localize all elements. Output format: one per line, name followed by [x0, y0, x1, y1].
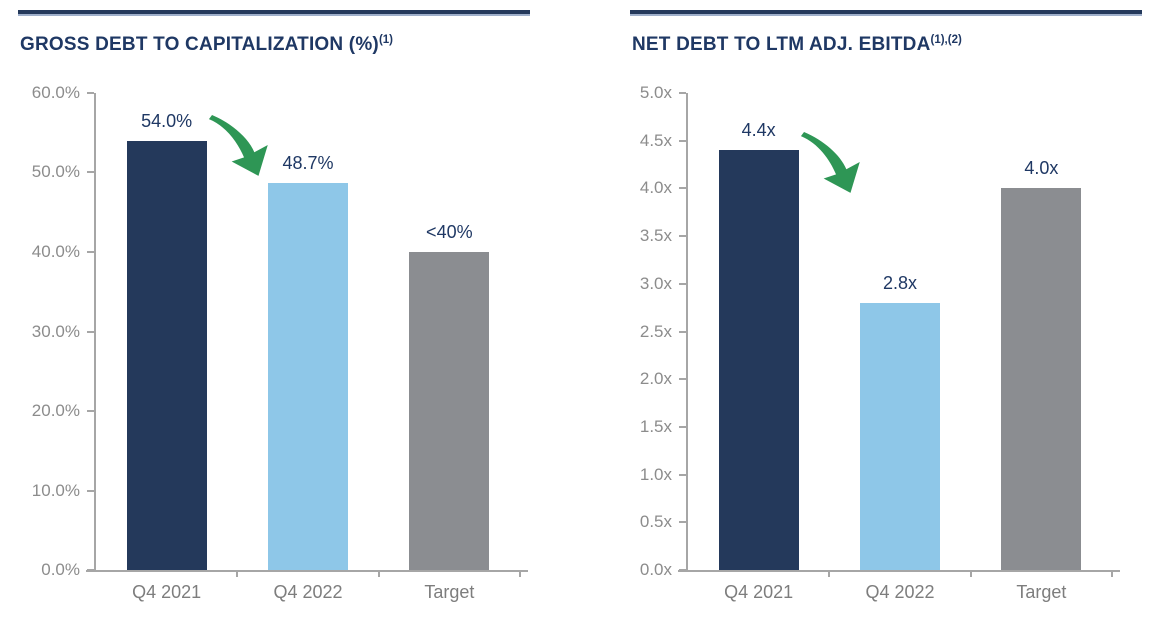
- y-axis-line: [686, 93, 688, 570]
- plot-area: 60.0% 50.0% 40.0% 30.0% 20.0% 10.0% 0.0% 54.0% Q…: [32, 83, 528, 602]
- y-tick-mark: [679, 282, 686, 285]
- x-tick-mark: [969, 570, 972, 577]
- category-label: Target: [424, 582, 475, 602]
- y-tick-label: 10.0%: [31, 480, 80, 500]
- y-tick-label: 0.0%: [41, 560, 80, 579]
- y-tick-mark: [679, 569, 686, 571]
- bar-value-label: 54.0%: [141, 110, 193, 131]
- y-tick-label: 0.5x: [639, 512, 672, 532]
- y-tick-label: 5.0x: [639, 83, 672, 102]
- x-tick-mark: [1111, 570, 1113, 577]
- y-tick-label: 4.5x: [639, 130, 672, 150]
- y-tick-label: 2.5x: [639, 321, 672, 341]
- chart-title: NET DEBT TO LTM ADJ. EBITDA(1),(2): [632, 28, 1142, 57]
- y-tick-mark: [679, 473, 686, 476]
- y-tick-mark: [87, 250, 94, 253]
- bar: [718, 150, 799, 570]
- y-tick-label: 4.0x: [639, 178, 672, 198]
- y-tick-mark: [679, 139, 686, 142]
- bar-value-label: 4.0x: [1024, 158, 1059, 179]
- y-tick-mark: [87, 489, 94, 492]
- y-tick-label: 1.5x: [639, 416, 672, 436]
- plot-area: 5.0x 4.5x 4.0x 3.5x 3.0x 2.5x 2.0x 1.5x 1.0x 0.5x…: [640, 83, 1120, 602]
- bar-value-label: 48.7%: [282, 152, 334, 173]
- y-tick-label: 20.0%: [31, 400, 80, 420]
- y-tick-mark: [87, 569, 94, 571]
- bar: [409, 252, 490, 570]
- x-tick-mark: [519, 570, 521, 577]
- y-tick-mark: [679, 521, 686, 524]
- bar-value-label: 4.4x: [741, 120, 776, 141]
- y-tick-label: 3.5x: [639, 226, 672, 246]
- y-tick-label: 40.0%: [31, 241, 80, 261]
- y-tick-mark: [679, 425, 686, 428]
- bar: [860, 302, 940, 570]
- x-axis-line: [678, 570, 1120, 572]
- y-tick-label: 60.0%: [31, 83, 80, 102]
- x-tick-mark: [828, 570, 831, 577]
- y-tick-mark: [679, 92, 686, 94]
- y-tick-label: 50.0%: [31, 162, 80, 182]
- decline-arrow-icon: [801, 132, 861, 194]
- decline-arrow-icon: [209, 115, 269, 177]
- y-tick-mark: [679, 235, 686, 238]
- y-tick-mark: [679, 378, 686, 381]
- title-rule: [630, 10, 1142, 16]
- x-tick-mark: [377, 570, 380, 577]
- chart-title-text: NET DEBT TO LTM ADJ. EBITDA: [632, 34, 931, 55]
- category-label: Q4 2022: [273, 582, 343, 602]
- category-label: Q4 2021: [132, 582, 202, 602]
- category-label: Target: [1016, 582, 1067, 602]
- chart-panel-gross-debt-to-capitalization: GROSS DEBT TO CAPITALIZATION (%)(1) 60.0…: [18, 10, 530, 616]
- category-label: Q4 2022: [865, 582, 935, 602]
- chart-title-text: GROSS DEBT TO CAPITALIZATION (%): [20, 34, 379, 55]
- bar-value-label: <40%: [426, 222, 473, 243]
- y-tick-mark: [87, 330, 94, 333]
- title-rule: [18, 10, 530, 16]
- chart-panel-net-debt-to-ltm-adj-ebitda: NET DEBT TO LTM ADJ. EBITDA(1),(2) 5.0x 4…: [630, 10, 1142, 616]
- footnote-reference: (1),(2): [930, 34, 962, 46]
- bar: [1001, 188, 1082, 570]
- category-label: Q4 2021: [724, 582, 794, 602]
- y-tick-mark: [87, 171, 94, 174]
- x-axis-line: [86, 570, 528, 572]
- y-tick-label: 1.0x: [639, 464, 672, 484]
- bar-value-label: 2.8x: [882, 272, 918, 293]
- chart-title: GROSS DEBT TO CAPITALIZATION (%)(1): [20, 28, 530, 57]
- y-tick-mark: [679, 187, 686, 190]
- y-tick-label: 0.0x: [639, 560, 672, 579]
- footnote-reference: (1): [378, 34, 394, 46]
- bar: [126, 140, 207, 570]
- y-tick-mark: [87, 92, 94, 94]
- x-tick-mark: [236, 570, 239, 577]
- y-tick-label: 3.0x: [639, 273, 672, 293]
- bar: [268, 182, 348, 570]
- y-tick-label: 2.0x: [639, 369, 672, 389]
- y-tick-label: 30.0%: [31, 321, 80, 341]
- y-tick-mark: [87, 409, 94, 412]
- y-axis-line: [94, 93, 96, 570]
- y-tick-mark: [679, 330, 686, 333]
